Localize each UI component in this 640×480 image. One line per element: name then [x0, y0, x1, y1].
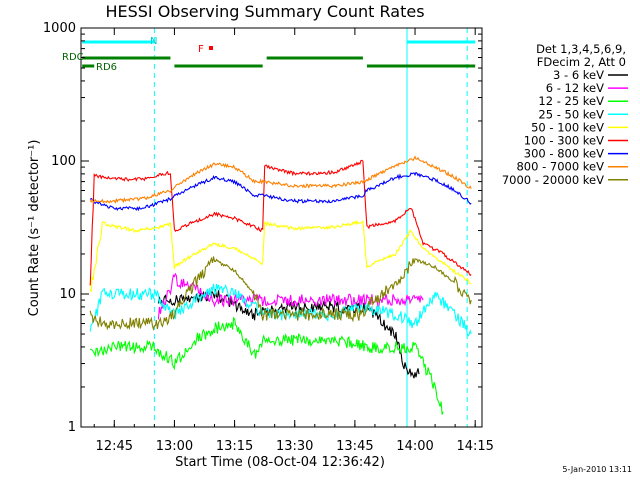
- chart-title: HESSI Observing Summary Count Rates: [105, 2, 424, 21]
- f-label: F: [198, 44, 204, 55]
- rdc-label: RDC: [62, 52, 84, 63]
- legend-entry-1: 6 - 12 keV: [546, 81, 604, 95]
- series-line-8: [89, 256, 472, 332]
- x-tick-label-3: 13:30: [276, 439, 313, 454]
- x-tick-label-6: 14:15: [456, 439, 493, 454]
- legend-entry-0: 3 - 6 keV: [553, 68, 604, 82]
- series-line-6: [89, 171, 472, 212]
- x-axis-label: Start Time (08-Oct-04 12:36:42): [175, 455, 385, 470]
- series-line-7: [89, 155, 472, 204]
- flag-bars-group: [82, 56, 476, 68]
- legend-entry-3: 25 - 50 keV: [538, 107, 604, 121]
- x-tick-label-2: 13:15: [216, 439, 253, 454]
- series-line-5: [89, 159, 472, 286]
- y-tick-label-2: 100: [51, 154, 76, 169]
- legend-header-1: Det 1,3,4,5,6,9,: [536, 42, 626, 56]
- legend-entry-8: 7000 - 20000 keV: [502, 173, 604, 187]
- series-line-2: [90, 316, 444, 415]
- y-tick-label-0: 1: [68, 420, 76, 435]
- series-line-3: [89, 283, 472, 337]
- y-tick-label-1: 10: [59, 287, 76, 302]
- legend-entry-7: 800 - 7000 keV: [516, 160, 604, 174]
- legend-entry-5: 100 - 300 keV: [524, 134, 604, 148]
- f-marker: [209, 46, 213, 50]
- x-tick-label-1: 13:00: [156, 439, 193, 454]
- y-tick-label-3: 1000: [43, 21, 76, 36]
- series-line-4: [89, 219, 472, 293]
- legend-entry-6: 300 - 800 keV: [524, 147, 604, 161]
- x-tick-label-5: 14:00: [396, 439, 433, 454]
- plot-frame: [80, 27, 483, 428]
- x-tick-label-4: 13:45: [336, 439, 373, 454]
- series-group: [89, 155, 472, 415]
- y-axis-label: Count Rate (s⁻¹ detector⁻¹): [27, 140, 42, 317]
- rd6-label: RD6: [96, 62, 117, 73]
- tick-group: 12:45 13:00 13:15 13:30 13:45 14:00 14:15 1 10 10…: [43, 21, 494, 454]
- legend-header-2: FDecim 2, Att 0: [537, 55, 626, 69]
- x-tick-label-0: 12:45: [96, 439, 133, 454]
- legend-entry-4: 50 - 100 keV: [531, 120, 604, 134]
- n-label: N: [150, 36, 157, 47]
- footer-date: 5-Jan-2010 13:11: [562, 465, 632, 474]
- legend-entry-2: 12 - 25 keV: [538, 94, 604, 108]
